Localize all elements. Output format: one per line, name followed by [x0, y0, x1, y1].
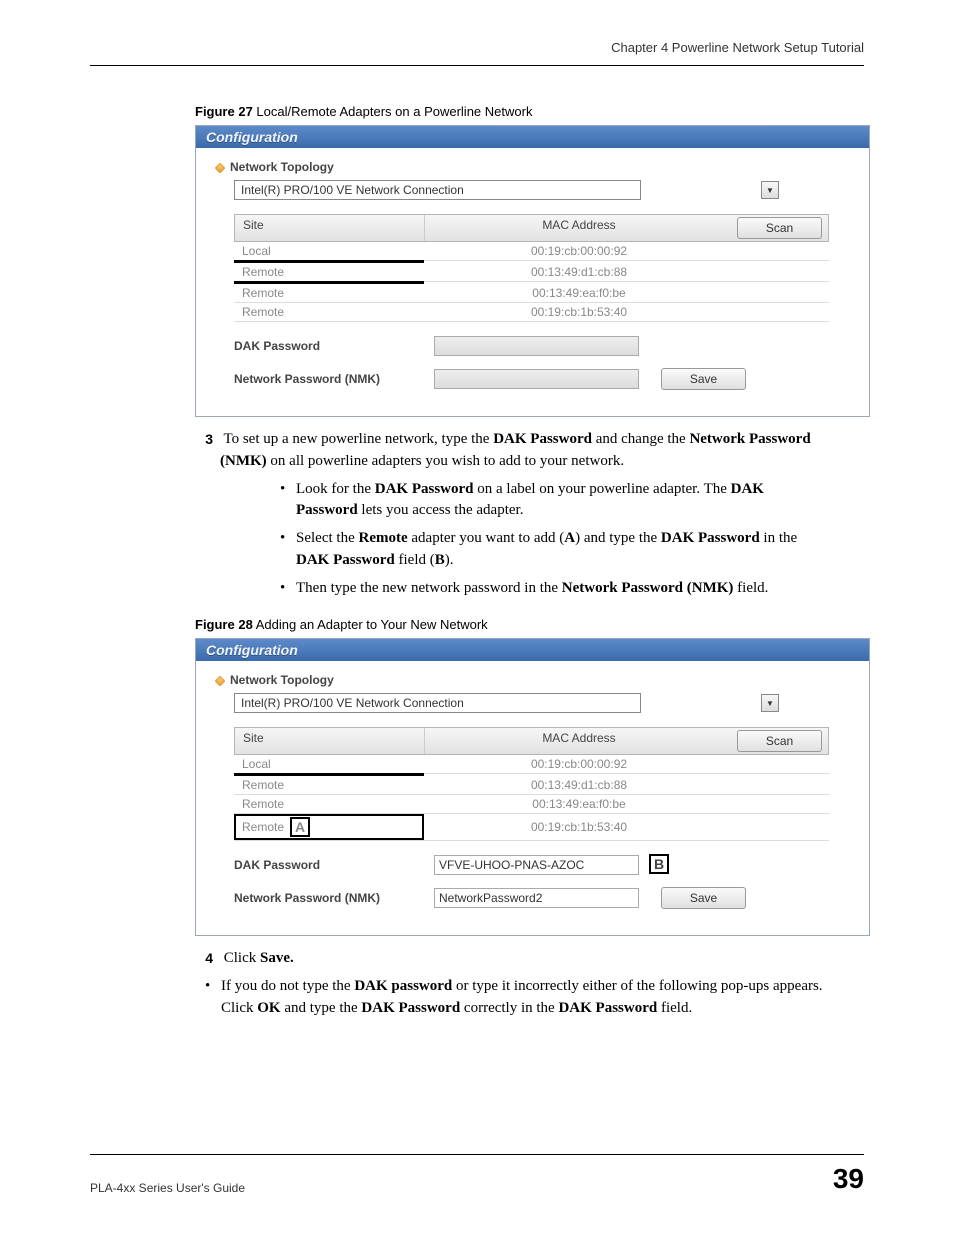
- cell-mac: 00:19:cb:00:00:92: [424, 755, 734, 773]
- table-row[interactable]: Remote 00:19:cb:1b:53:40: [234, 303, 829, 322]
- table-row[interactable]: Local 00:19:cb:00:00:92: [234, 755, 829, 774]
- figure27-network-dropdown[interactable]: Intel(R) PRO/100 VE Network Connection: [234, 180, 641, 200]
- table-row[interactable]: Remote 00:13:49:d1:cb:88: [234, 263, 829, 282]
- step3-number: 3: [193, 429, 213, 449]
- cell-site: Local: [234, 755, 424, 773]
- figure27-scan-button[interactable]: Scan: [737, 217, 822, 239]
- cell-mac: 00:19:cb:00:00:92: [424, 242, 734, 260]
- figure28-caption-bold: Figure 28: [195, 617, 253, 632]
- figure27-th-site: Site: [235, 215, 425, 241]
- cell-site: Remote: [242, 820, 284, 834]
- table-row[interactable]: Remote 00:13:49:d1:cb:88: [234, 776, 829, 795]
- figure28-scan-button[interactable]: Scan: [737, 730, 822, 752]
- step3-bullet-3: Then type the new network password in th…: [280, 578, 824, 600]
- figure27-table: Site MAC Address Scan Local 00:19:cb:00:…: [234, 214, 829, 322]
- figure28-save-button[interactable]: Save: [661, 887, 746, 909]
- callout-b: B: [649, 854, 669, 874]
- footer-guide-name: PLA-4xx Series User's Guide: [90, 1181, 245, 1195]
- table-row[interactable]: Remote 00:13:49:ea:f0:be: [234, 795, 829, 814]
- cell-mac: 00:13:49:d1:cb:88: [424, 263, 734, 281]
- cell-site: Remote: [234, 776, 424, 794]
- figure28-dak-input[interactable]: [434, 855, 639, 875]
- step4-block: 4 Click Save.: [220, 948, 824, 970]
- figure27-caption-rest: Local/Remote Adapters on a Powerline Net…: [253, 104, 533, 119]
- page-header: Chapter 4 Powerline Network Setup Tutori…: [90, 40, 864, 66]
- cell-site: Remote: [234, 263, 424, 281]
- figure28-panel-title: Configuration: [196, 639, 869, 661]
- cell-site: Remote: [234, 303, 424, 321]
- figure28-nmk-input[interactable]: [434, 888, 639, 908]
- page-footer: PLA-4xx Series User's Guide 39: [90, 1154, 864, 1195]
- step3-bullet-1: Look for the DAK Password on a label on …: [280, 479, 824, 523]
- figure28-section-label: Network Topology: [216, 673, 849, 687]
- cell-site: Remote: [234, 795, 424, 813]
- cell-mac: 00:13:49:ea:f0:be: [424, 284, 734, 302]
- figure27-section-label: Network Topology: [216, 160, 849, 174]
- figure27-th-mac: MAC Address: [425, 215, 733, 241]
- figure27-dak-input[interactable]: [434, 336, 639, 356]
- figure28-caption: Figure 28 Adding an Adapter to Your New …: [195, 617, 864, 632]
- figure27-caption-bold: Figure 27: [195, 104, 253, 119]
- figure27-save-button[interactable]: Save: [661, 368, 746, 390]
- step3-text: To set up a new powerline network, type …: [220, 431, 811, 469]
- dropdown-arrow-icon[interactable]: ▼: [761, 694, 779, 712]
- cell-site: Local: [234, 242, 424, 260]
- step4-text: Click Save.: [224, 950, 294, 966]
- figure27-dak-label: DAK Password: [234, 339, 434, 353]
- figure28-th-site: Site: [235, 728, 425, 754]
- table-row[interactable]: Remote 00:13:49:ea:f0:be: [234, 284, 829, 303]
- figure28-network-dropdown[interactable]: Intel(R) PRO/100 VE Network Connection: [234, 693, 641, 713]
- figure28-table: Site MAC Address Scan Local 00:19:cb:00:…: [234, 727, 829, 841]
- figure27-nmk-label: Network Password (NMK): [234, 372, 434, 386]
- figure28-panel: Configuration Network Topology Intel(R) …: [195, 638, 870, 936]
- footer-page-number: 39: [833, 1163, 864, 1195]
- table-row[interactable]: Local 00:19:cb:00:00:92: [234, 242, 829, 261]
- figure27-panel-title: Configuration: [196, 126, 869, 148]
- table-row-selected[interactable]: Remote A 00:19:cb:1b:53:40: [234, 814, 829, 841]
- figure27-nmk-input[interactable]: [434, 369, 639, 389]
- step4-number: 4: [193, 948, 213, 968]
- dropdown-arrow-icon[interactable]: ▼: [761, 181, 779, 199]
- step3-block: 3 To set up a new powerline network, typ…: [220, 429, 824, 599]
- figure27-caption: Figure 27 Local/Remote Adapters on a Pow…: [195, 104, 864, 119]
- figure28-caption-rest: Adding an Adapter to Your New Network: [253, 617, 488, 632]
- step3-bullet-2: Select the Remote adapter you want to ad…: [280, 528, 824, 572]
- figure28-nmk-label: Network Password (NMK): [234, 891, 434, 905]
- figure28-th-mac: MAC Address: [425, 728, 733, 754]
- cell-site: Remote: [234, 284, 424, 302]
- cell-mac: 00:19:cb:1b:53:40: [424, 303, 734, 321]
- cell-mac: 00:13:49:d1:cb:88: [424, 776, 734, 794]
- figure28-dak-label: DAK Password: [234, 858, 434, 872]
- step4-sub-bullet: If you do not type the DAK password or t…: [205, 976, 824, 1020]
- cell-mac: 00:19:cb:1b:53:40: [424, 818, 734, 836]
- figure27-panel: Configuration Network Topology Intel(R) …: [195, 125, 870, 417]
- cell-mac: 00:13:49:ea:f0:be: [424, 795, 734, 813]
- callout-a: A: [290, 817, 310, 837]
